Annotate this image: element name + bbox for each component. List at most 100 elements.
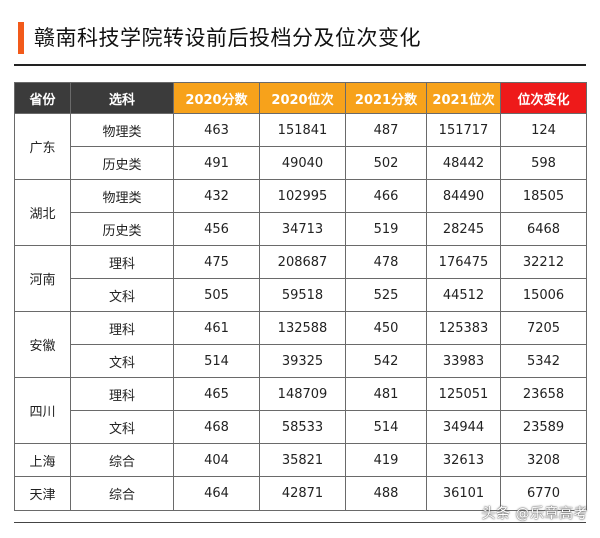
rank-2020-cell: 35821 bbox=[259, 443, 346, 477]
rank-change-cell: 32212 bbox=[500, 245, 587, 279]
score-2021-cell: 514 bbox=[345, 410, 427, 444]
rank-change-cell: 15006 bbox=[500, 278, 587, 312]
score-2021-cell: 519 bbox=[345, 212, 427, 246]
score-2021-cell: 487 bbox=[345, 113, 427, 147]
rank-2020-cell: 208687 bbox=[259, 245, 346, 279]
rank-change-cell: 18505 bbox=[500, 179, 587, 213]
header-2021-rank: 2021位次 bbox=[426, 82, 501, 114]
rank-2020-cell: 42871 bbox=[259, 476, 346, 511]
rank-change-cell: 6770 bbox=[500, 476, 587, 511]
rank-2021-cell: 125383 bbox=[426, 311, 501, 345]
score-2020-cell: 465 bbox=[173, 377, 260, 411]
table-row: 河南 理科 475 208687 478 176475 32212 bbox=[14, 245, 587, 312]
table-row: 四川 理科 465 148709 481 125051 23658 bbox=[14, 377, 587, 444]
subject-cell: 文科 bbox=[70, 344, 174, 378]
header-subject: 选科 bbox=[70, 82, 174, 114]
score-2020-cell: 505 bbox=[173, 278, 260, 312]
rank-2021-cell: 151717 bbox=[426, 113, 501, 147]
province-cell: 安徽 bbox=[14, 311, 71, 378]
province-cell: 上海 bbox=[14, 443, 71, 477]
header-2020-score: 2020分数 bbox=[173, 82, 260, 114]
table-row: 天津 综合 464 42871 488 36101 6770 bbox=[14, 476, 587, 511]
rank-change-cell: 5342 bbox=[500, 344, 587, 378]
header-rank-change: 位次变化 bbox=[500, 82, 587, 114]
subject-cell: 物理类 bbox=[70, 113, 174, 147]
title-accent-bar bbox=[18, 22, 24, 54]
table-row: 上海 综合 404 35821 419 32613 3208 bbox=[14, 443, 587, 477]
score-2021-cell: 488 bbox=[345, 476, 427, 511]
province-cell: 四川 bbox=[14, 377, 71, 444]
rank-2021-cell: 32613 bbox=[426, 443, 501, 477]
watermark: 头条 @乐章高考 bbox=[481, 506, 588, 522]
top-divider bbox=[14, 64, 586, 66]
subject-cell: 理科 bbox=[70, 311, 174, 345]
table-row: 广东 物理类 463 151841 487 151717 124 bbox=[14, 113, 587, 180]
rank-2021-cell: 33983 bbox=[426, 344, 501, 378]
rank-change-cell: 23658 bbox=[500, 377, 587, 411]
score-2020-cell: 456 bbox=[173, 212, 260, 246]
rank-2020-cell: 151841 bbox=[259, 113, 346, 147]
score-2020-cell: 514 bbox=[173, 344, 260, 378]
header-2021-score: 2021分数 bbox=[345, 82, 427, 114]
bottom-divider bbox=[14, 522, 586, 523]
province-cell: 湖北 bbox=[14, 179, 71, 246]
rank-2021-cell: 125051 bbox=[426, 377, 501, 411]
score-2020-cell: 463 bbox=[173, 113, 260, 147]
score-2020-cell: 475 bbox=[173, 245, 260, 279]
subject-cell: 历史类 bbox=[70, 212, 174, 246]
score-2021-cell: 542 bbox=[345, 344, 427, 378]
score-2020-cell: 464 bbox=[173, 476, 260, 511]
rank-2021-cell: 48442 bbox=[426, 146, 501, 180]
table-row: 文科 505 59518 525 44512 15006 bbox=[15, 278, 587, 312]
subject-cell: 文科 bbox=[70, 410, 174, 444]
province-cell: 河南 bbox=[14, 245, 71, 312]
subject-cell: 文科 bbox=[70, 278, 174, 312]
score-2020-cell: 491 bbox=[173, 146, 260, 180]
rank-change-cell: 7205 bbox=[500, 311, 587, 345]
rank-2020-cell: 39325 bbox=[259, 344, 346, 378]
score-2021-cell: 419 bbox=[345, 443, 427, 477]
table-header-row: 省份 选科 2020分数 2020位次 2021分数 2021位次 位次变化 bbox=[14, 82, 587, 114]
table-row: 文科 468 58533 514 34944 23589 bbox=[15, 410, 587, 444]
score-2020-cell: 468 bbox=[173, 410, 260, 444]
rank-change-cell: 3208 bbox=[500, 443, 587, 477]
page-title: 赣南科技学院转设前后投档分及位次变化 bbox=[34, 26, 421, 50]
score-2021-cell: 466 bbox=[345, 179, 427, 213]
rank-2020-cell: 102995 bbox=[259, 179, 346, 213]
header-province: 省份 bbox=[14, 82, 71, 114]
admission-score-table: 省份 选科 2020分数 2020位次 2021分数 2021位次 位次变化 广… bbox=[14, 82, 587, 511]
rank-2020-cell: 59518 bbox=[259, 278, 346, 312]
rank-2021-cell: 34944 bbox=[426, 410, 501, 444]
table-row: 历史类 456 34713 519 28245 6468 bbox=[15, 212, 587, 246]
rank-change-cell: 598 bbox=[500, 146, 587, 180]
score-2021-cell: 525 bbox=[345, 278, 427, 312]
rank-2021-cell: 44512 bbox=[426, 278, 501, 312]
rank-2021-cell: 28245 bbox=[426, 212, 501, 246]
province-cell: 天津 bbox=[14, 476, 71, 511]
rank-change-cell: 23589 bbox=[500, 410, 587, 444]
score-2020-cell: 461 bbox=[173, 311, 260, 345]
score-2021-cell: 450 bbox=[345, 311, 427, 345]
rank-2020-cell: 49040 bbox=[259, 146, 346, 180]
score-2020-cell: 432 bbox=[173, 179, 260, 213]
table-row: 湖北 物理类 432 102995 466 84490 18505 bbox=[14, 179, 587, 246]
subject-cell: 综合 bbox=[70, 476, 174, 511]
subject-cell: 历史类 bbox=[70, 146, 174, 180]
subject-cell: 物理类 bbox=[70, 179, 174, 213]
table-body: 广东 物理类 463 151841 487 151717 124 历史类 491 49040 502… bbox=[14, 113, 587, 511]
header-2020-rank: 2020位次 bbox=[259, 82, 346, 114]
rank-2020-cell: 148709 bbox=[259, 377, 346, 411]
rank-change-cell: 124 bbox=[500, 113, 587, 147]
score-2021-cell: 502 bbox=[345, 146, 427, 180]
score-2020-cell: 404 bbox=[173, 443, 260, 477]
rank-2021-cell: 176475 bbox=[426, 245, 501, 279]
table-row: 历史类 491 49040 502 48442 598 bbox=[15, 146, 587, 180]
rank-2020-cell: 34713 bbox=[259, 212, 346, 246]
province-cell: 广东 bbox=[14, 113, 71, 180]
rank-2020-cell: 58533 bbox=[259, 410, 346, 444]
subject-cell: 综合 bbox=[70, 443, 174, 477]
table-row: 文科 514 39325 542 33983 5342 bbox=[15, 344, 587, 378]
score-2021-cell: 481 bbox=[345, 377, 427, 411]
rank-2020-cell: 132588 bbox=[259, 311, 346, 345]
score-2021-cell: 478 bbox=[345, 245, 427, 279]
